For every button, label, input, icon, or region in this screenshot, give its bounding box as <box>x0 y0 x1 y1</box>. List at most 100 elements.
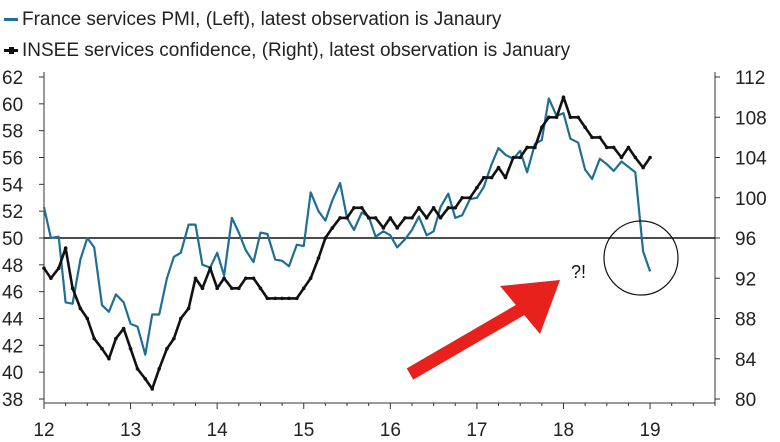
insee-point <box>230 286 234 291</box>
insee-point <box>208 266 213 270</box>
insee-point <box>295 296 299 301</box>
right-tick-label: 104 <box>735 149 767 170</box>
insee-point <box>135 367 140 371</box>
insee-point <box>424 216 429 220</box>
right-tick-label: 88 <box>735 310 756 331</box>
insee-point <box>525 145 529 150</box>
insee-point <box>157 367 161 371</box>
left-tick-label: 54 <box>2 175 24 196</box>
insee-point <box>172 336 176 341</box>
insee-point <box>338 216 342 220</box>
left-tick-label: 40 <box>2 363 23 384</box>
insee-point <box>258 286 263 291</box>
insee-point <box>165 346 169 351</box>
insee-point <box>121 326 126 331</box>
insee-point <box>193 276 198 281</box>
pmi-series-line <box>42 97 652 356</box>
insee-point <box>533 145 537 150</box>
insee-point <box>215 286 219 291</box>
insee-point <box>200 286 205 291</box>
insee-point <box>604 145 609 150</box>
insee-point <box>568 115 573 120</box>
highlight-circle <box>603 220 679 296</box>
insee-point <box>345 216 349 220</box>
insee-point <box>150 387 155 391</box>
insee-point <box>460 195 464 200</box>
insee-point <box>489 175 494 180</box>
insee-point <box>330 226 335 230</box>
left-tick-label: 56 <box>2 149 23 170</box>
insee-point <box>410 216 414 220</box>
insee-point <box>92 336 97 341</box>
insee-point <box>576 115 581 120</box>
insee-point <box>496 165 501 170</box>
insee-point <box>107 356 111 361</box>
insee-point <box>468 195 472 200</box>
legend-label-pmi: France services PMI, (Left), latest obse… <box>22 8 502 30</box>
left-tick-label: 46 <box>2 283 23 304</box>
insee-point <box>446 206 451 210</box>
insee-point <box>100 346 104 351</box>
left-tick-label: 50 <box>2 229 23 250</box>
insee-point <box>186 306 191 311</box>
right-tick-label: 100 <box>735 189 767 210</box>
insee-point <box>641 165 645 170</box>
x-tick-label: 17 <box>466 420 487 441</box>
x-tick-label: 18 <box>553 420 574 441</box>
insee-point <box>63 246 68 250</box>
insee-point <box>85 316 90 321</box>
insee-point <box>222 276 226 281</box>
x-tick-label: 16 <box>380 420 401 441</box>
x-tick-label: 14 <box>207 420 229 441</box>
insee-point <box>265 296 270 301</box>
insee-point <box>511 155 516 160</box>
insee-point <box>583 125 587 130</box>
insee-point <box>431 206 436 210</box>
insee-point <box>475 185 479 190</box>
insee-point <box>619 155 624 160</box>
left-tick-label: 48 <box>2 256 23 277</box>
left-tick-label: 58 <box>2 122 23 143</box>
insee-point <box>42 266 46 270</box>
left-tick-label: 38 <box>2 390 23 411</box>
insee-point <box>648 155 652 160</box>
insee-point <box>598 135 602 140</box>
insee-series-line <box>42 95 652 391</box>
right-tick-label: 96 <box>735 229 756 250</box>
insee-point <box>518 155 522 160</box>
insee-point <box>273 296 277 301</box>
insee-point <box>128 346 133 351</box>
insee-point <box>287 296 291 301</box>
insee-point <box>352 206 356 210</box>
red-arrow-head <box>500 280 560 334</box>
insee-point <box>114 336 118 341</box>
insee-point <box>554 115 559 120</box>
insee-point <box>366 216 371 220</box>
insee-point <box>546 115 551 120</box>
insee-point <box>70 286 75 291</box>
left-tick-label: 60 <box>2 95 23 116</box>
legend: France services PMI, (Left), latest obse… <box>4 4 774 66</box>
insee-point <box>143 377 148 381</box>
insee-point <box>373 216 378 220</box>
insee-point <box>395 226 400 230</box>
red-arrow-shaft <box>406 300 531 380</box>
x-tick-label: 12 <box>33 420 54 441</box>
insee-point <box>323 236 328 240</box>
insee-point <box>482 175 486 180</box>
legend-swatch-insee <box>4 47 18 54</box>
legend-label-insee: INSEE services confidence, (Right), late… <box>22 39 571 61</box>
insee-point <box>438 216 443 220</box>
x-tick-label: 15 <box>293 420 314 441</box>
insee-point <box>403 216 407 220</box>
insee-point <box>301 286 306 291</box>
insee-point <box>388 216 393 220</box>
left-tick-label: 52 <box>2 202 23 223</box>
legend-item-pmi: France services PMI, (Left), latest obse… <box>4 4 774 35</box>
x-tick-label: 19 <box>639 420 660 441</box>
insee-point <box>178 316 183 321</box>
insee-point <box>453 206 458 210</box>
insee-point <box>308 276 313 281</box>
insee-point <box>590 135 594 140</box>
insee-point <box>49 276 53 281</box>
